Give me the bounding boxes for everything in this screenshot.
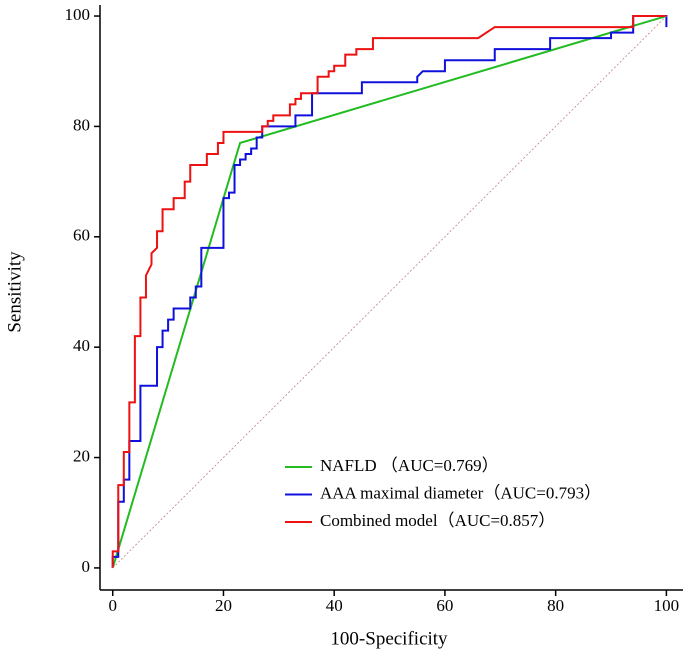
y-axis-label: Sensitivity: [4, 251, 25, 333]
y-tick-label: 20: [73, 446, 90, 465]
roc-curve: [111, 15, 667, 568]
x-tick-label: 20: [215, 596, 232, 615]
x-tick-label: 60: [436, 596, 453, 615]
y-tick-label: 80: [73, 115, 90, 134]
legend-label: Combined model（AUC=0.857）: [320, 511, 555, 530]
x-tick-label: 40: [326, 596, 343, 615]
x-tick-label: 80: [547, 596, 564, 615]
y-tick-label: 60: [73, 226, 90, 245]
legend-label: AAA maximal diameter（AUC=0.793）: [320, 483, 601, 502]
y-tick-label: 0: [82, 557, 91, 576]
x-tick-label: 0: [108, 596, 117, 615]
y-tick-label: 40: [73, 336, 90, 355]
x-axis-label: 100-Specificity: [330, 628, 448, 649]
roc-curve: [111, 15, 667, 569]
y-tick-label: 100: [65, 5, 91, 24]
legend-label: NAFLD （AUC=0.769）: [320, 456, 499, 475]
roc-curve: [111, 15, 668, 568]
x-tick-label: 100: [654, 596, 680, 615]
